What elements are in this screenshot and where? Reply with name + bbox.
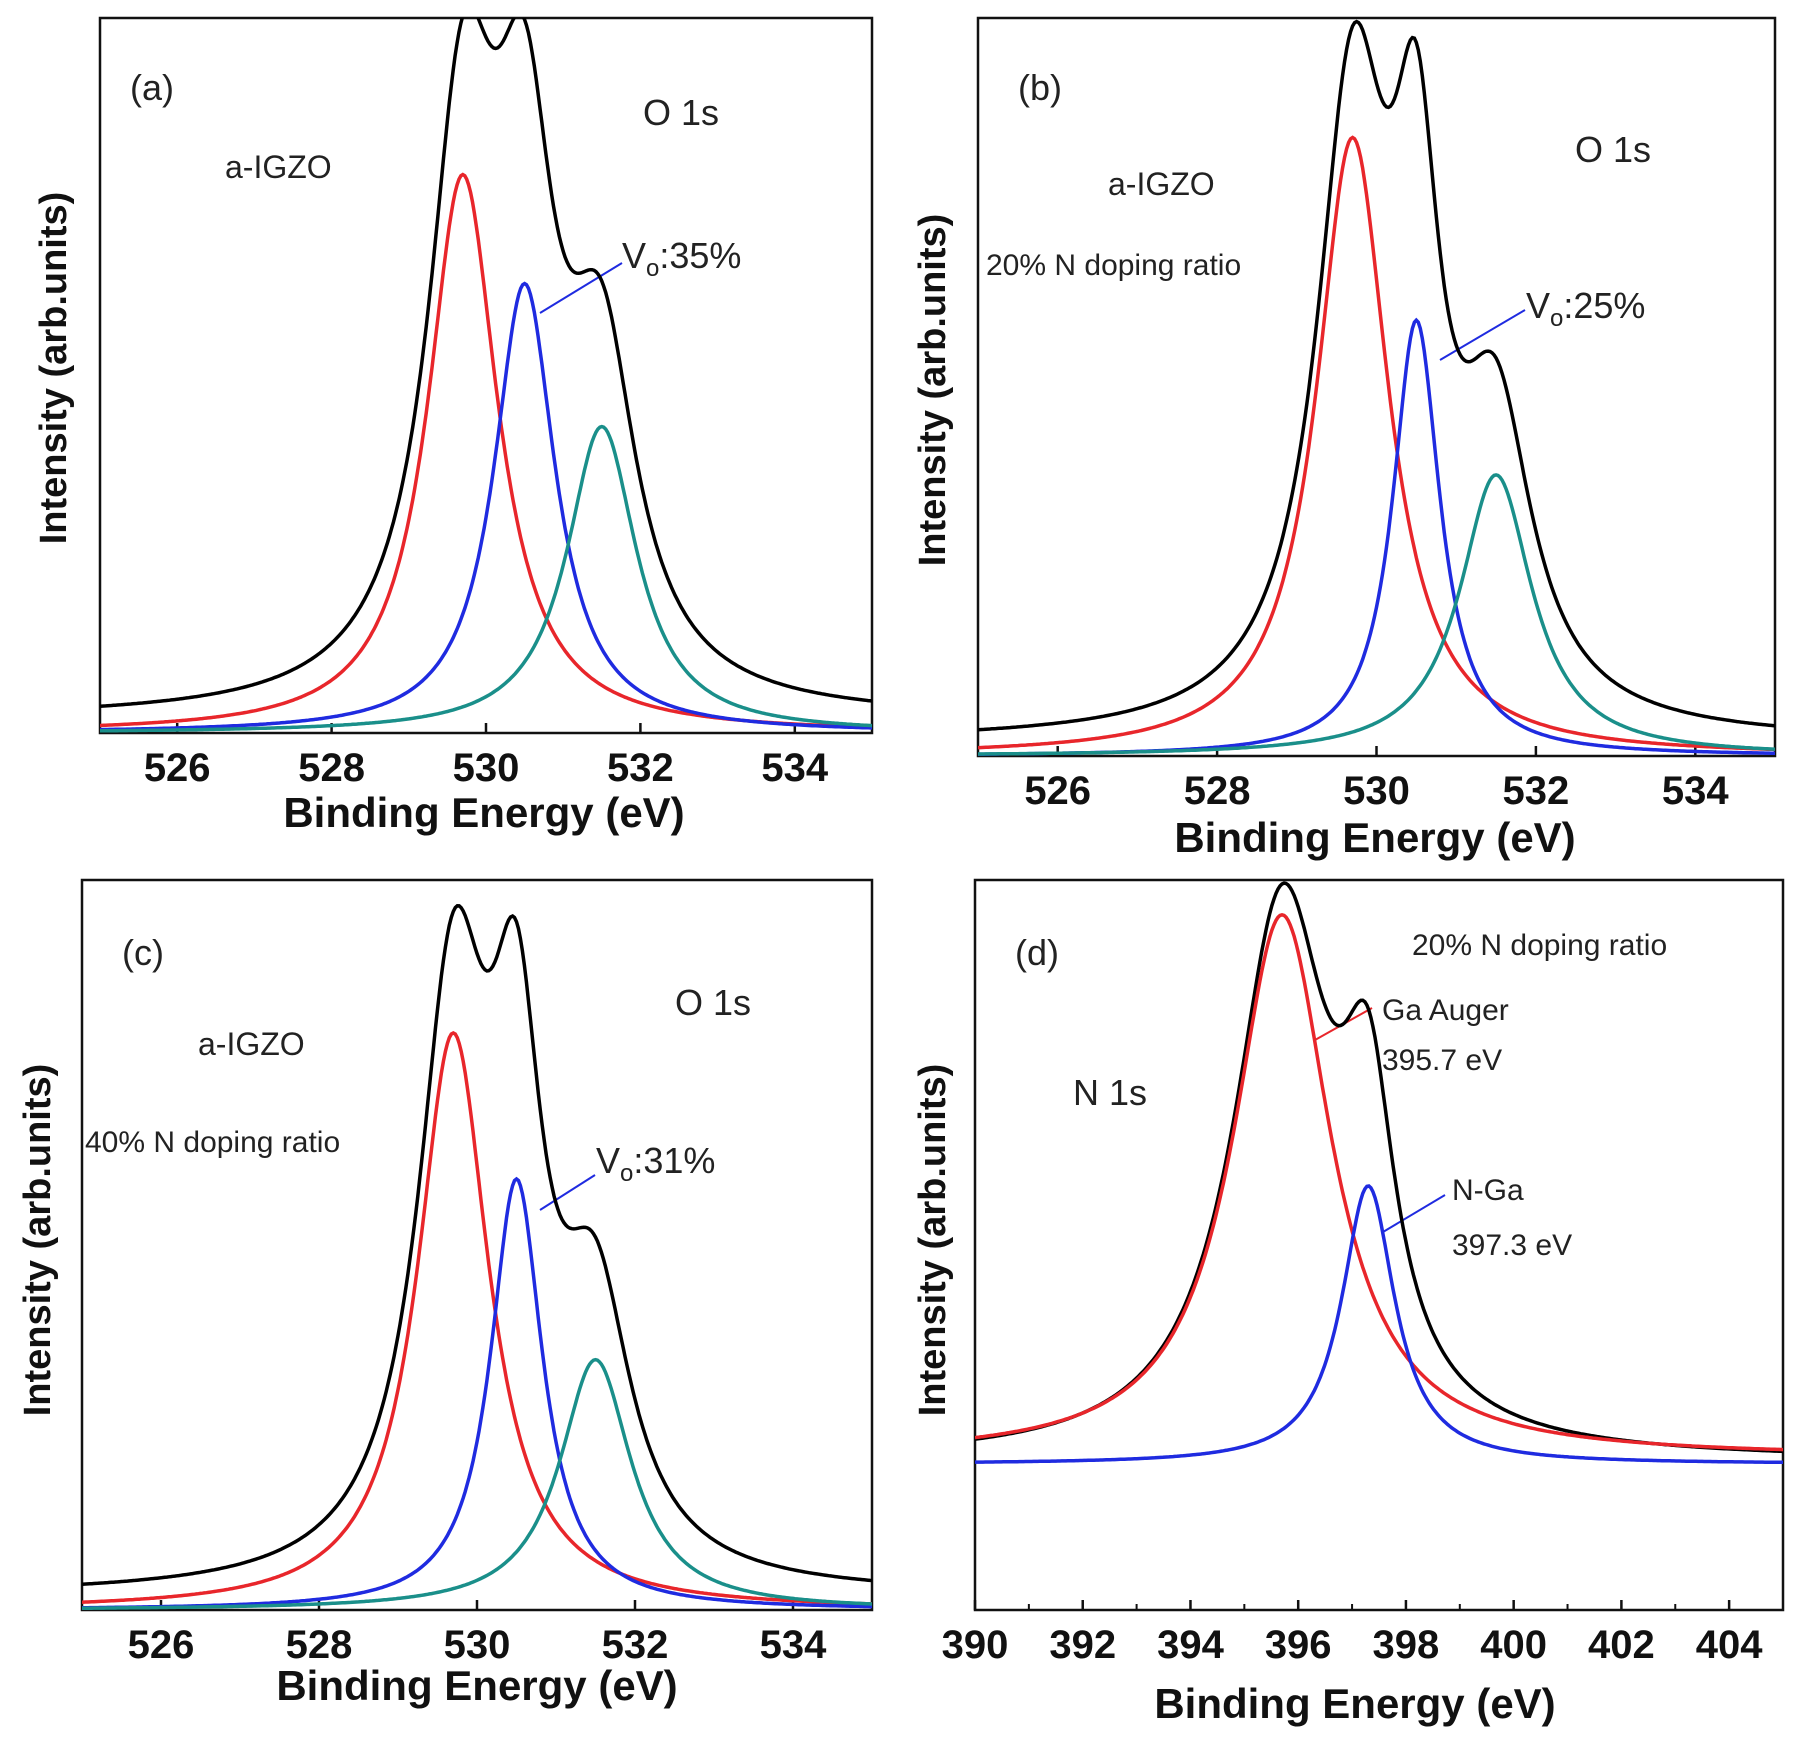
vo-value-b: :25% xyxy=(1563,285,1645,326)
n-ga-label: N-Ga xyxy=(1452,1174,1524,1207)
ylabel-c: Intensity (arb.units) xyxy=(17,1064,59,1417)
xlabel-b: Binding Energy (eV) xyxy=(1174,814,1575,861)
series-a-teal-component xyxy=(100,424,872,733)
panel-label-c: (c) xyxy=(122,932,164,973)
spectrum-label-b: O 1s xyxy=(1575,129,1651,170)
x-tick-label-a-530: 530 xyxy=(453,746,520,790)
series-b-teal-component xyxy=(978,473,1775,756)
n-ga-energy: 397.3 eV xyxy=(1452,1229,1572,1262)
series-d-ga-auger xyxy=(975,912,1783,1452)
x-tick-label-a-532: 532 xyxy=(607,746,674,790)
xlabel-a: Binding Energy (eV) xyxy=(283,789,684,836)
x-tick-label-d-394: 394 xyxy=(1157,1623,1224,1667)
vo-sub-a: o xyxy=(646,255,659,282)
panel-a: Intensity (arb.units) Binding Energy (eV… xyxy=(33,16,874,836)
vo-label-a: Vo:35% xyxy=(622,235,741,282)
ga-auger-energy: 395.7 eV xyxy=(1382,1044,1502,1077)
x-tick-label-d-398: 398 xyxy=(1373,1623,1440,1667)
series-a-total xyxy=(100,18,872,709)
vo-prefix-c: V xyxy=(596,1140,620,1181)
spectrum-label-c: O 1s xyxy=(675,982,751,1023)
x-tick-label-d-402: 402 xyxy=(1588,1623,1655,1667)
spectrum-label-a: O 1s xyxy=(643,92,719,133)
x-tick-label-b-534: 534 xyxy=(1662,769,1729,813)
x-tick-label-a-534: 534 xyxy=(761,746,828,790)
vo-value-a: :35% xyxy=(659,235,741,276)
ga-auger-label: Ga Auger xyxy=(1382,994,1509,1027)
sample-label-a: a-IGZO xyxy=(225,149,332,185)
series-a-blue-component xyxy=(100,281,872,732)
spectrum-label-d: N 1s xyxy=(1073,1072,1147,1113)
series-c-total xyxy=(82,904,872,1587)
panel-label-a: (a) xyxy=(130,67,174,108)
x-tick-label-d-392: 392 xyxy=(1049,1623,1116,1667)
series-b-red-component xyxy=(978,135,1775,752)
plot-frame-d xyxy=(973,878,1785,1612)
x-tick-label-b-532: 532 xyxy=(1503,769,1570,813)
n-ga-leader xyxy=(1382,1194,1446,1233)
series-b-total xyxy=(978,19,1775,732)
x-tick-label-d-396: 396 xyxy=(1265,1623,1332,1667)
doping-label-d: 20% N doping ratio xyxy=(1412,929,1667,962)
x-tick-label-a-526: 526 xyxy=(144,746,211,790)
ylabel-a: Intensity (arb.units) xyxy=(33,192,75,545)
panel-label-b: (b) xyxy=(1018,67,1062,108)
series-c-red-component xyxy=(82,1031,872,1606)
vo-prefix-a: V xyxy=(622,235,646,276)
x-tick-label-b-526: 526 xyxy=(1024,769,1091,813)
xlabel-c: Binding Energy (eV) xyxy=(276,1662,677,1709)
vo-label-b: Vo:25% xyxy=(1526,285,1645,332)
series-c-teal-component xyxy=(82,1357,872,1610)
x-tick-label-c-528: 528 xyxy=(286,1623,353,1667)
vo-sub-c: o xyxy=(620,1160,633,1187)
x-tick-label-b-528: 528 xyxy=(1184,769,1251,813)
doping-label-c: 40% N doping ratio xyxy=(85,1126,340,1159)
ylabel-d: Intensity (arb.units) xyxy=(912,1064,954,1417)
vo-label-c: Vo:31% xyxy=(596,1140,715,1187)
panel-c: Intensity (arb.units) Binding Energy (eV… xyxy=(17,878,874,1709)
x-tick-label-a-528: 528 xyxy=(298,746,365,790)
x-tick-label-c-526: 526 xyxy=(128,1623,195,1667)
vo-leader-a xyxy=(539,262,623,314)
panel-label-d: (d) xyxy=(1015,932,1059,973)
xlabel-d: Binding Energy (eV) xyxy=(1154,1680,1555,1727)
x-tick-label-c-532: 532 xyxy=(602,1623,669,1667)
vo-leader-c xyxy=(539,1174,596,1211)
x-tick-label-b-530: 530 xyxy=(1343,769,1410,813)
ylabel-b: Intensity (arb.units) xyxy=(912,214,954,567)
series-d-n-ga xyxy=(975,1184,1783,1465)
x-tick-label-d-400: 400 xyxy=(1480,1623,1547,1667)
x-tick-label-c-534: 534 xyxy=(760,1623,827,1667)
vo-prefix-b: V xyxy=(1526,285,1550,326)
x-tick-label-c-530: 530 xyxy=(444,1623,511,1667)
sample-label-b: a-IGZO xyxy=(1108,166,1215,202)
panel-b: Intensity (arb.units) Binding Energy (eV… xyxy=(912,16,1777,861)
x-tick-label-d-390: 390 xyxy=(942,1623,1009,1667)
vo-sub-b: o xyxy=(1550,305,1563,332)
sample-label-c: a-IGZO xyxy=(198,1026,305,1062)
doping-label-b: 20% N doping ratio xyxy=(986,249,1241,282)
vo-leader-b xyxy=(1439,309,1526,361)
panel-d: Intensity (arb.units) Binding Energy (eV… xyxy=(912,878,1785,1727)
vo-value-c: :31% xyxy=(633,1140,715,1181)
x-tick-label-d-404: 404 xyxy=(1696,1623,1763,1667)
